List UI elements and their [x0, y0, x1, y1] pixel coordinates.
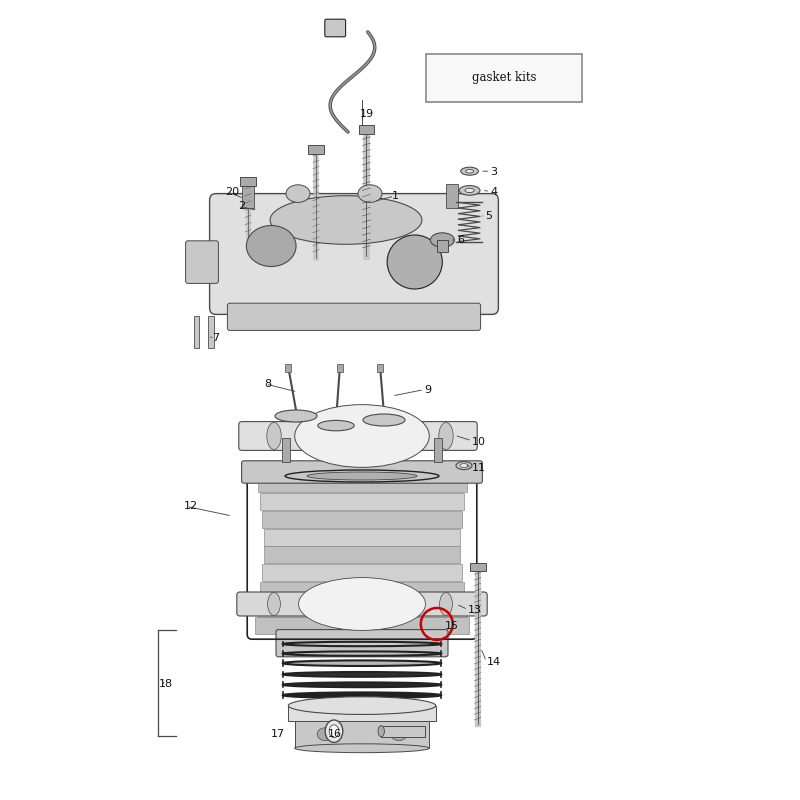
Text: 4: 4 — [490, 187, 498, 197]
Ellipse shape — [283, 682, 442, 687]
Ellipse shape — [267, 422, 282, 450]
Ellipse shape — [267, 593, 280, 615]
Ellipse shape — [430, 233, 454, 247]
Ellipse shape — [326, 720, 343, 742]
FancyBboxPatch shape — [426, 54, 582, 102]
Text: 3: 3 — [490, 167, 498, 177]
Ellipse shape — [275, 410, 317, 422]
FancyBboxPatch shape — [276, 630, 448, 657]
Bar — [377, 364, 383, 372]
Ellipse shape — [283, 651, 442, 656]
Text: 11: 11 — [472, 463, 486, 473]
Bar — [434, 438, 442, 462]
Text: 2: 2 — [238, 202, 246, 211]
Text: 1: 1 — [392, 191, 399, 201]
FancyBboxPatch shape — [325, 19, 346, 37]
Ellipse shape — [440, 593, 453, 615]
Text: 16: 16 — [328, 730, 342, 739]
Ellipse shape — [294, 405, 430, 467]
Text: 6: 6 — [458, 235, 465, 245]
FancyBboxPatch shape — [186, 241, 218, 283]
Ellipse shape — [288, 697, 436, 714]
Ellipse shape — [285, 470, 439, 482]
Bar — [382, 726, 426, 737]
Ellipse shape — [465, 188, 474, 193]
Ellipse shape — [318, 421, 354, 430]
Bar — [260, 493, 464, 510]
Text: 15: 15 — [445, 621, 459, 630]
Text: 14: 14 — [486, 658, 501, 667]
Text: 9: 9 — [424, 385, 431, 394]
Ellipse shape — [461, 167, 478, 175]
Ellipse shape — [456, 462, 472, 470]
Bar — [240, 177, 256, 186]
Bar — [258, 475, 466, 492]
Text: 5: 5 — [486, 211, 493, 221]
Ellipse shape — [283, 692, 442, 698]
Bar — [264, 546, 460, 563]
Bar — [446, 184, 458, 208]
FancyBboxPatch shape — [237, 592, 487, 616]
Ellipse shape — [283, 672, 442, 677]
Text: 10: 10 — [472, 437, 486, 446]
Text: 17: 17 — [270, 730, 285, 739]
Text: 18: 18 — [158, 679, 173, 689]
FancyBboxPatch shape — [210, 194, 498, 314]
Ellipse shape — [363, 414, 405, 426]
Ellipse shape — [317, 728, 333, 741]
Text: 7: 7 — [212, 334, 219, 343]
Bar — [470, 563, 486, 571]
Ellipse shape — [378, 726, 385, 737]
Bar — [285, 364, 291, 372]
Bar — [437, 240, 448, 252]
Ellipse shape — [307, 472, 417, 480]
Text: 12: 12 — [184, 502, 198, 511]
Bar — [208, 316, 214, 348]
Ellipse shape — [270, 196, 422, 244]
Bar — [262, 564, 462, 581]
Ellipse shape — [298, 578, 426, 630]
Bar — [337, 364, 343, 372]
Ellipse shape — [358, 185, 382, 202]
Bar — [308, 145, 324, 154]
Ellipse shape — [286, 185, 310, 202]
Bar — [258, 600, 466, 617]
Bar — [260, 582, 464, 599]
Text: gasket kits: gasket kits — [472, 71, 536, 85]
Bar — [282, 438, 290, 462]
Ellipse shape — [438, 422, 454, 450]
Ellipse shape — [387, 235, 442, 289]
FancyBboxPatch shape — [238, 422, 477, 450]
Bar — [359, 125, 374, 134]
Bar — [194, 316, 199, 348]
FancyBboxPatch shape — [227, 303, 481, 330]
Ellipse shape — [294, 744, 430, 753]
Bar — [242, 184, 254, 208]
Ellipse shape — [330, 725, 339, 738]
Bar — [255, 618, 469, 634]
Text: 19: 19 — [360, 109, 374, 118]
Bar — [294, 722, 430, 748]
Ellipse shape — [283, 642, 442, 646]
FancyBboxPatch shape — [242, 461, 482, 483]
Text: 20: 20 — [226, 187, 240, 197]
Text: 13: 13 — [468, 606, 482, 615]
Ellipse shape — [283, 660, 442, 666]
Bar — [288, 706, 436, 722]
Bar — [262, 510, 462, 528]
Bar — [264, 529, 460, 546]
Text: 8: 8 — [264, 379, 271, 389]
Ellipse shape — [460, 464, 468, 467]
Ellipse shape — [391, 728, 407, 741]
Ellipse shape — [246, 226, 296, 266]
Ellipse shape — [459, 186, 480, 195]
Ellipse shape — [466, 170, 474, 173]
